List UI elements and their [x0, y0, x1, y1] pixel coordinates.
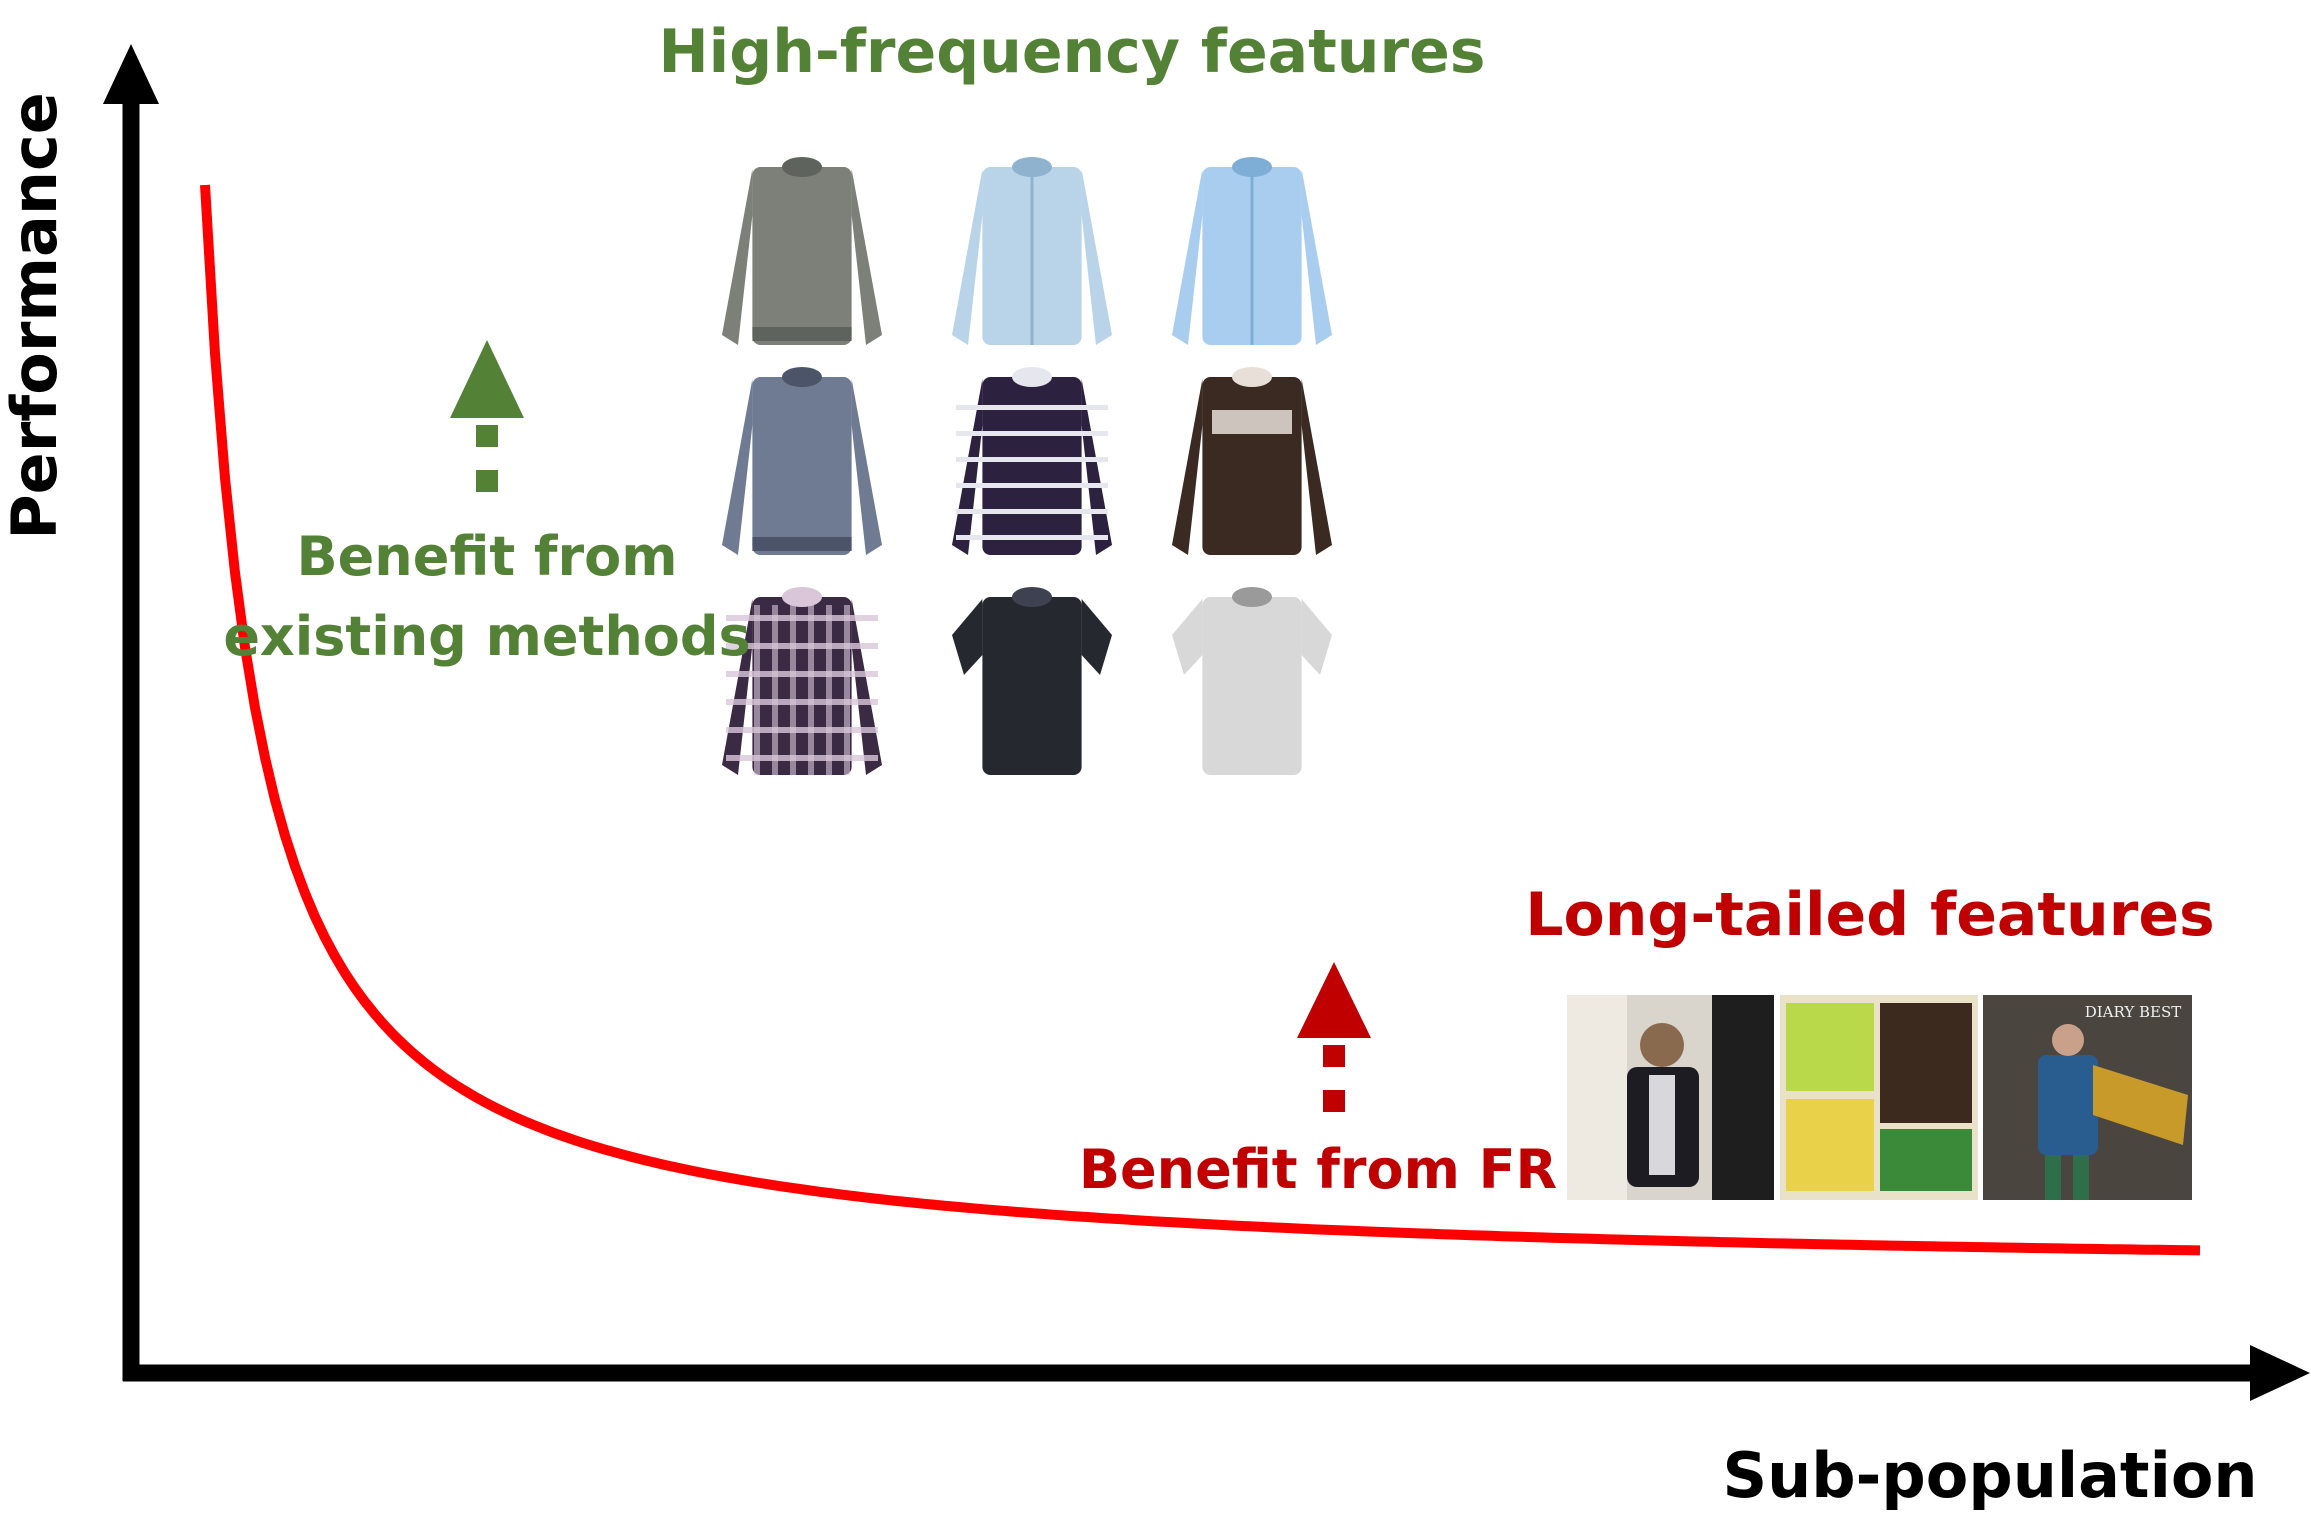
- benefit-existing-line1: Benefit from: [297, 525, 678, 588]
- photo-caption: DIARY BEST: [2085, 1003, 2182, 1021]
- benefit-existing-line2: existing methods: [223, 605, 750, 668]
- thumbnail-light-blue-shirt: [952, 157, 1112, 345]
- y-axis-arrowhead: [103, 44, 159, 104]
- man-black-cardigan-photo: [1567, 995, 1774, 1200]
- axes: [103, 44, 2310, 1401]
- lace-top-collage-photo: [1780, 995, 1978, 1200]
- long-tailed-title: Long-tailed features: [1525, 880, 2215, 950]
- high-frequency-thumbnails: [722, 157, 1332, 775]
- high-frequency-title: High-frequency features: [658, 17, 1485, 87]
- thumbnail-white-print-short-sleeve-shirt: [1172, 587, 1332, 775]
- y-axis-label: Performance: [0, 92, 71, 540]
- thumbnail-knit-sweater: [722, 367, 882, 555]
- thumbnail-brown-graphic-tee: [1172, 367, 1332, 555]
- long-tailed-photos: DIARY BEST: [1567, 995, 2192, 1200]
- benefit-fr-label: Benefit from FR: [1079, 1138, 1557, 1201]
- thumbnail-grey-turtleneck-sweater: [722, 157, 882, 345]
- x-axis-label: Sub-population: [1722, 1439, 2257, 1512]
- thumbnail-light-blue-shirt-open: [1172, 157, 1332, 345]
- printed-scarf-model-photo: DIARY BEST: [1983, 995, 2192, 1200]
- thumbnail-plaid-shirt: [722, 587, 882, 775]
- performance-curve: [200, 184, 2201, 1256]
- x-axis-arrowhead: [2250, 1345, 2310, 1401]
- thumbnail-striped-navy-sweater: [952, 367, 1112, 555]
- green-up-arrow: [450, 340, 524, 492]
- thumbnail-black-short-sleeve-shirt: [952, 587, 1112, 775]
- red-up-arrow: [1297, 962, 1371, 1112]
